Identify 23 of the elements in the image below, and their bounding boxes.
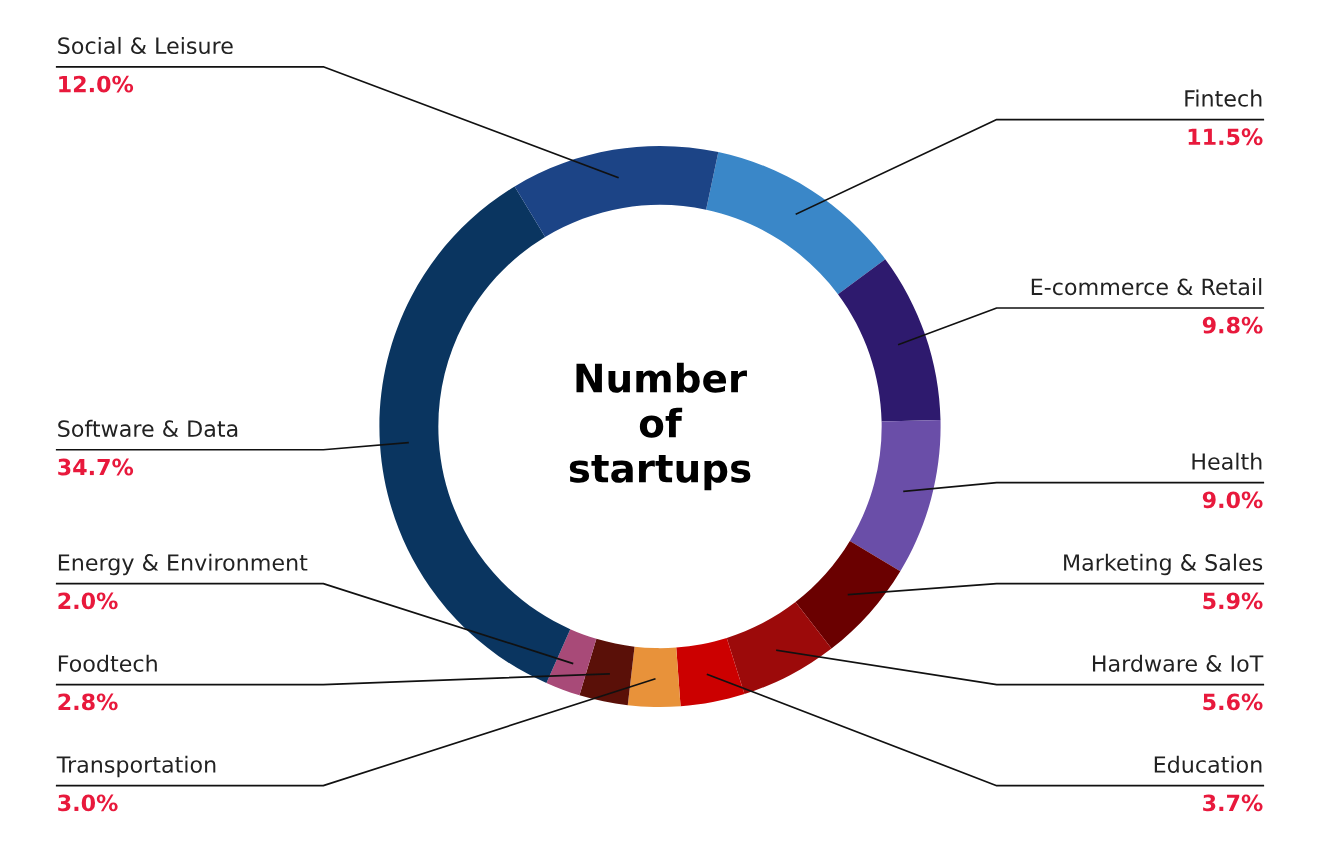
slice-label: Fintech [1185,89,1262,107]
slice-label: Education [1154,755,1262,773]
slice-label: Hardware & IoT [1092,654,1264,672]
data-label: 9.0% [1202,491,1263,509]
data-label: 5.9% [1203,592,1263,610]
slice-label: Transportation [56,755,216,778]
data-label: 9.8% [1202,316,1263,334]
data-label: 2.0% [58,592,118,610]
data-label: 34.7% [58,458,134,476]
text: Number of startups [569,362,751,491]
data-label: 3.0% [58,794,118,812]
slice-label: Software & Data [58,419,238,438]
data-label: 2.8% [58,693,118,711]
slice-label: Health [1192,452,1262,470]
data-label: 12.0% [59,75,134,93]
slice-label: Marketing & Sales [1064,553,1263,576]
slice-label: Foodtech [58,654,157,672]
data-label: 5.6% [1203,693,1263,711]
slice-label: Social & Leisure [58,36,233,55]
slice-label: E-commerce & Retail [1031,278,1262,296]
data-label: 11.5% [1188,128,1263,146]
slice-label: Energy & Environment [58,553,308,576]
data-label: 3.7% [1203,794,1263,812]
